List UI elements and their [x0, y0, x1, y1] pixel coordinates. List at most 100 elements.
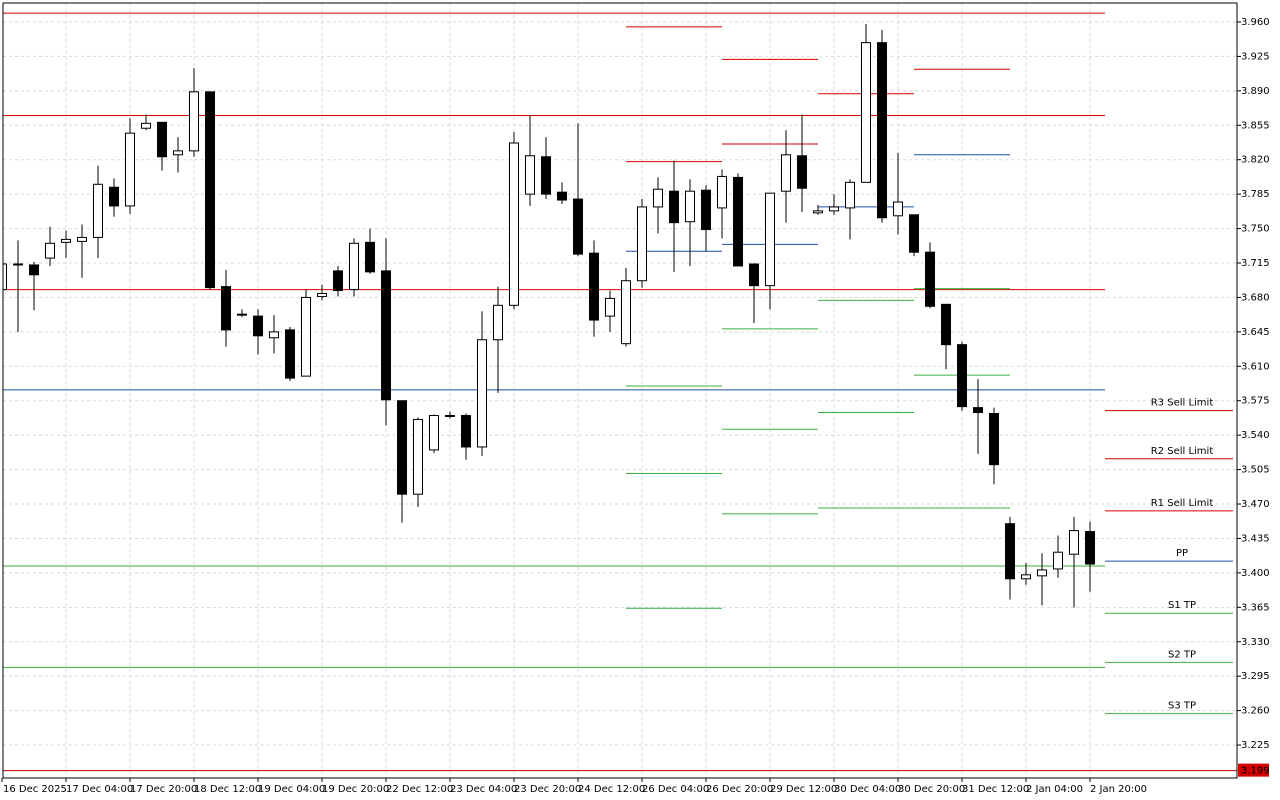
candle-body: [1021, 574, 1031, 580]
candle-body: [749, 263, 759, 287]
y-tick-label: 3.400: [1241, 568, 1270, 579]
candle-body: [573, 198, 583, 255]
candle-body: [429, 414, 439, 451]
candle-body: [1005, 523, 1015, 580]
x-tick-label: 17 Dec 04:00: [66, 784, 133, 795]
candle-body: [93, 183, 103, 238]
x-tick-label: 19 Dec 04:00: [258, 784, 325, 795]
x-tick-label: 22 Dec 12:00: [386, 784, 453, 795]
candle-body: [349, 242, 359, 291]
y-tick-label: 3.680: [1241, 292, 1270, 303]
y-tick-label: 3.330: [1241, 637, 1270, 648]
y-tick-label: 3.575: [1241, 396, 1270, 407]
candle-body: [397, 400, 407, 495]
x-tick-label: 30 Dec 04:00: [834, 784, 901, 795]
x-tick-label: 19 Dec 20:00: [322, 784, 389, 795]
x-tick-label: 31 Dec 12:00: [962, 784, 1029, 795]
y-tick-label: 3.855: [1241, 120, 1270, 131]
y-tick-label: 3.785: [1241, 189, 1270, 200]
candle-body: [61, 238, 71, 243]
order-label: S2 TP: [1168, 649, 1196, 660]
order-label: R2 Sell Limit: [1151, 446, 1214, 457]
candle-body: [701, 189, 711, 231]
axes: 3.960 3.925 3.890 3.855 3.820 3.785 3.750 3.715…: [1, 17, 1270, 795]
y-tick-label: 3.715: [1241, 258, 1270, 269]
candle-body: [1085, 531, 1095, 565]
candle-body: [461, 414, 471, 448]
y-tick-label: 3.505: [1241, 465, 1270, 476]
candle-body: [621, 280, 631, 345]
y-tick-label: 3.295: [1241, 671, 1270, 682]
candle-body: [717, 175, 727, 209]
x-tick-label: 30 Dec 20:00: [898, 784, 965, 795]
candle-body: [13, 263, 23, 266]
candle-body: [173, 150, 183, 156]
x-tick-label: 18 Dec 12:00: [194, 784, 261, 795]
candle-body: [509, 142, 519, 306]
y-tick-label: 3.645: [1241, 327, 1270, 338]
candle-body: [445, 414, 455, 417]
candle-body: [637, 206, 647, 282]
candle-body: [205, 91, 215, 289]
candle-body: [29, 264, 39, 276]
candle-body: [829, 206, 839, 212]
candle-body: [317, 293, 327, 297]
candle-body: [989, 413, 999, 466]
order-label: R3 Sell Limit: [1151, 398, 1214, 409]
candle-body: [45, 242, 55, 259]
price-label: 3.199: [1241, 766, 1270, 777]
candle-body: [765, 192, 775, 287]
candle-body: [845, 181, 855, 209]
candle-body: [253, 315, 263, 337]
candle-body: [1037, 569, 1047, 577]
candle-body: [125, 132, 135, 207]
candle-body: [589, 252, 599, 321]
y-tick-label: 3.225: [1241, 740, 1270, 751]
y-tick-label: 3.540: [1241, 430, 1270, 441]
candle-body: [861, 42, 871, 183]
y-tick-label: 3.925: [1241, 51, 1270, 62]
y-tick-label: 3.890: [1241, 86, 1270, 97]
candle-body: [925, 251, 935, 307]
candle-body: [1069, 530, 1079, 555]
x-tick-label: 26 Dec 04:00: [642, 784, 709, 795]
plot-area: R3 Sell Limit R2 Sell Limit R1 Sell Limit P…: [3, 12, 1237, 772]
candle-body: [221, 286, 231, 331]
price-label-box: [1238, 763, 1269, 777]
x-tick-label: 16 Dec 2025: [3, 784, 67, 795]
x-tick-label: 29 Dec 12:00: [770, 784, 837, 795]
candle-body: [1053, 551, 1063, 570]
candle-body: [189, 91, 199, 152]
candle-body: [541, 156, 551, 195]
candle-body: [669, 190, 679, 224]
y-tick-label: 3.820: [1241, 155, 1270, 166]
x-tick-label: 23 Dec 04:00: [450, 784, 517, 795]
order-label: S3 TP: [1168, 701, 1196, 712]
candle-body: [893, 201, 903, 217]
candle-body: [941, 303, 951, 346]
candle-body: [269, 331, 279, 339]
candle-body: [685, 190, 695, 223]
y-tick-label: 3.435: [1241, 533, 1270, 544]
candle-body: [413, 418, 423, 495]
x-tick-label: 23 Dec 20:00: [514, 784, 581, 795]
order-label: R1 Sell Limit: [1151, 498, 1214, 509]
y-tick-label: 3.470: [1241, 499, 1270, 510]
y-tick-label: 3.750: [1241, 224, 1270, 235]
candle-body: [797, 155, 807, 189]
y-tick-label: 3.365: [1241, 602, 1270, 613]
candle-body: [525, 155, 535, 195]
x-tick-label: 24 Dec 12:00: [578, 784, 645, 795]
candle-body: [477, 339, 487, 448]
candle-body: [557, 191, 567, 201]
candle-body: [381, 270, 391, 401]
y-tick-label: 3.610: [1241, 361, 1270, 372]
x-tick-label: 26 Dec 20:00: [706, 784, 773, 795]
candle-body: [285, 329, 295, 379]
candle-body: [365, 241, 375, 273]
plot-frame: [2, 2, 1238, 779]
candle-body: [605, 297, 615, 317]
x-tick-label: 2 Jan 20:00: [1090, 784, 1147, 795]
candle-body: [141, 122, 151, 129]
candle-body: [3, 263, 7, 291]
